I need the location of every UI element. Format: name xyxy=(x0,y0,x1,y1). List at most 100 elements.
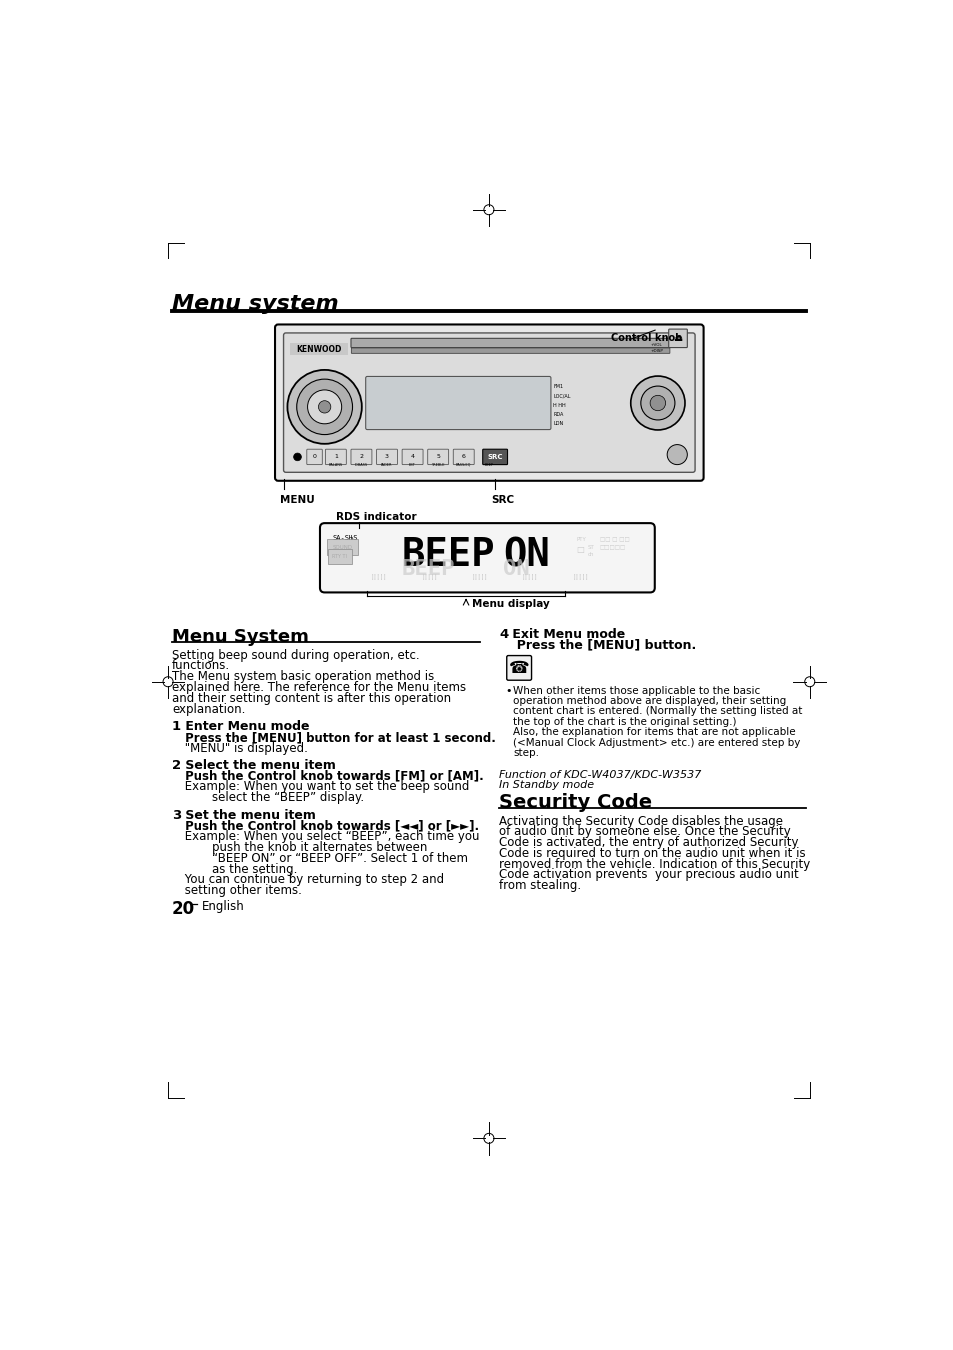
Text: RDS indicator: RDS indicator xyxy=(335,513,416,522)
Text: Function of KDC-W4037/KDC-W3537: Function of KDC-W4037/KDC-W3537 xyxy=(498,769,700,780)
Text: LOC/AL: LOC/AL xyxy=(553,393,570,398)
FancyBboxPatch shape xyxy=(365,377,550,429)
Text: RTY TI: RTY TI xyxy=(332,554,347,559)
Text: ST: ST xyxy=(587,544,594,549)
Text: BEEP: BEEP xyxy=(484,463,493,467)
Text: BASS/EQ: BASS/EQ xyxy=(456,463,471,467)
Text: BALANS: BALANS xyxy=(328,463,342,467)
Text: ┇┇┇┇┇: ┇┇┇┇┇ xyxy=(421,574,437,580)
Text: SRC: SRC xyxy=(487,454,502,460)
Text: □: □ xyxy=(576,544,584,554)
Text: The Menu system basic operation method is: The Menu system basic operation method i… xyxy=(172,670,434,683)
Text: ┇┇┇┇┇: ┇┇┇┇┇ xyxy=(472,574,488,580)
Text: EBT: EBT xyxy=(409,463,416,467)
Text: functions.: functions. xyxy=(172,659,230,672)
Text: push the knob it alternates between: push the knob it alternates between xyxy=(212,841,427,855)
Circle shape xyxy=(666,444,686,464)
Text: □□□□□: □□□□□ xyxy=(599,544,625,549)
Text: ┇┇┇┇┇: ┇┇┇┇┇ xyxy=(521,574,537,580)
Text: D.BASS: D.BASS xyxy=(355,463,367,467)
Circle shape xyxy=(294,454,301,460)
Text: 20: 20 xyxy=(172,899,194,918)
Text: 2: 2 xyxy=(359,455,363,459)
Circle shape xyxy=(640,386,674,420)
FancyBboxPatch shape xyxy=(376,450,397,464)
Text: Also, the explanation for items that are not applicable: Also, the explanation for items that are… xyxy=(513,728,795,737)
Text: SOUND: SOUND xyxy=(332,544,352,549)
Text: “BEEP ON” or “BEEP OFF”. Select 1 of them: “BEEP ON” or “BEEP OFF”. Select 1 of the… xyxy=(212,852,468,865)
Text: Menu System: Menu System xyxy=(172,628,309,645)
Text: the top of the chart is the original setting.): the top of the chart is the original set… xyxy=(513,717,736,726)
Text: 6: 6 xyxy=(461,455,465,459)
Text: operation method above are displayed, their setting: operation method above are displayed, th… xyxy=(513,697,785,706)
Text: content chart is entered. (Normally the setting listed at: content chart is entered. (Normally the … xyxy=(513,706,801,717)
Text: KENWOOD: KENWOOD xyxy=(295,344,341,354)
Text: BEEP: BEEP xyxy=(402,559,456,579)
FancyBboxPatch shape xyxy=(351,450,372,464)
Text: H HH: H HH xyxy=(553,402,565,408)
Text: Push the Control knob towards [◄◄] or [►►].: Push the Control knob towards [◄◄] or [►… xyxy=(181,819,478,833)
Text: TREBLE: TREBLE xyxy=(431,463,444,467)
Text: ch: ch xyxy=(587,552,593,558)
Text: removed from the vehicle. Indication of this Security: removed from the vehicle. Indication of … xyxy=(498,857,809,871)
FancyBboxPatch shape xyxy=(307,450,322,464)
Text: ┇┇┇┇┇: ┇┇┇┇┇ xyxy=(572,574,588,580)
Circle shape xyxy=(287,370,361,444)
Text: ⏏: ⏏ xyxy=(673,333,682,343)
Text: MENU: MENU xyxy=(280,494,314,505)
Text: 1: 1 xyxy=(172,721,181,733)
Text: as the setting.: as the setting. xyxy=(212,863,297,876)
Text: Code is required to turn on the audio unit when it is: Code is required to turn on the audio un… xyxy=(498,846,804,860)
Text: RDA: RDA xyxy=(553,412,563,417)
Text: 1: 1 xyxy=(334,455,337,459)
Text: Press the [MENU] button.: Press the [MENU] button. xyxy=(508,639,696,652)
Text: Set the menu item: Set the menu item xyxy=(181,809,315,822)
FancyBboxPatch shape xyxy=(283,333,695,472)
Text: Enter Menu mode: Enter Menu mode xyxy=(181,721,310,733)
Text: Code activation prevents  your precious audio unit: Code activation prevents your precious a… xyxy=(498,868,798,882)
Text: BEEP: BEEP xyxy=(402,536,496,575)
Text: Select the menu item: Select the menu item xyxy=(181,759,335,772)
Circle shape xyxy=(296,379,353,435)
Text: 4: 4 xyxy=(498,628,508,641)
Text: Menu display: Menu display xyxy=(472,599,549,609)
FancyBboxPatch shape xyxy=(319,524,654,593)
Text: "MENU" is displayed.: "MENU" is displayed. xyxy=(181,741,308,755)
Text: FM1: FM1 xyxy=(553,385,563,389)
Text: (<Manual Clock Adjustment> etc.) are entered step by: (<Manual Clock Adjustment> etc.) are ent… xyxy=(513,737,800,748)
Text: explained here. The reference for the Menu items: explained here. The reference for the Me… xyxy=(172,680,466,694)
Text: 4: 4 xyxy=(410,455,415,459)
Text: SRC: SRC xyxy=(491,494,514,505)
Text: step.: step. xyxy=(513,748,538,757)
Text: In Standby mode: In Standby mode xyxy=(498,780,594,790)
Text: Setting beep sound during operation, etc.: Setting beep sound during operation, etc… xyxy=(172,648,419,662)
Text: and their setting content is after this operation: and their setting content is after this … xyxy=(172,691,451,705)
Text: setting other items.: setting other items. xyxy=(181,884,302,898)
Text: 2: 2 xyxy=(172,759,181,772)
Text: ON: ON xyxy=(502,559,529,579)
Circle shape xyxy=(630,377,684,429)
FancyBboxPatch shape xyxy=(427,450,448,464)
Text: Security Code: Security Code xyxy=(498,792,652,811)
Text: select the “BEEP” display.: select the “BEEP” display. xyxy=(212,791,364,805)
Text: Code is activated, the entry of authorized Security: Code is activated, the entry of authoriz… xyxy=(498,836,798,849)
Text: •: • xyxy=(505,686,511,695)
Text: 3: 3 xyxy=(172,809,181,822)
Text: Exit Menu mode: Exit Menu mode xyxy=(508,628,625,641)
FancyBboxPatch shape xyxy=(351,348,669,354)
Circle shape xyxy=(307,390,341,424)
Text: +VOL: +VOL xyxy=(649,343,661,347)
Text: from stealing.: from stealing. xyxy=(498,879,580,892)
Circle shape xyxy=(318,401,331,413)
Bar xyxy=(290,343,348,355)
Text: Example: When you select “BEEP”, each time you: Example: When you select “BEEP”, each ti… xyxy=(181,830,479,844)
Text: 0: 0 xyxy=(313,455,316,459)
Text: Control knob: Control knob xyxy=(611,333,682,343)
Text: ☎: ☎ xyxy=(508,659,529,676)
Text: □□ □ □□: □□ □ □□ xyxy=(599,537,629,541)
FancyBboxPatch shape xyxy=(402,450,422,464)
Text: of audio unit by someone else. Once the Security: of audio unit by someone else. Once the … xyxy=(498,825,790,838)
FancyBboxPatch shape xyxy=(506,656,531,680)
FancyBboxPatch shape xyxy=(453,450,474,464)
Text: FADER: FADER xyxy=(380,463,392,467)
